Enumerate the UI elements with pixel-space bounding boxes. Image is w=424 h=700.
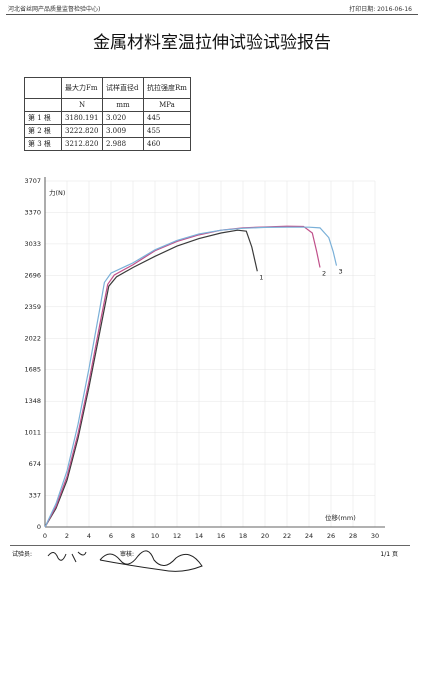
y-tick-label: 2696: [24, 271, 41, 279]
x-tick-label: 16: [217, 532, 225, 540]
cell: 第 3 根: [24, 137, 62, 151]
y-tick-label: 3370: [24, 208, 41, 216]
print-date: 打印日期: 2016-06-16: [349, 6, 412, 13]
y-tick-label: 337: [29, 492, 41, 500]
y-tick-label: 674: [29, 460, 41, 468]
y-tick-label: 3033: [24, 240, 41, 248]
x-tick-label: 14: [195, 532, 203, 540]
results-table: 最大力Fm 试样直径d 抗拉强度Rm N mm MPa 第 1 根 3180.19…: [24, 77, 191, 151]
org-name: 河北省丝网产品质量监督检验中心): [8, 6, 101, 13]
y-axis-label: 力(N): [49, 188, 65, 197]
cell: 2.988: [102, 137, 144, 151]
footer-rule: [10, 545, 410, 546]
x-tick-label: 6: [109, 532, 113, 540]
curve: [44, 229, 258, 528]
curve-label: 1: [259, 273, 263, 281]
x-tick-label: 12: [173, 532, 181, 540]
x-axis-label: 位移(mm): [325, 513, 356, 522]
y-tick-label: 1685: [24, 366, 41, 374]
x-tick-label: 30: [371, 532, 379, 540]
curve: [44, 225, 321, 528]
y-tick-label: 0: [37, 523, 41, 531]
cell: 460: [143, 137, 191, 151]
y-tick-label: 3707: [24, 177, 41, 185]
cell: 3212.820: [61, 137, 103, 151]
x-tick-label: 10: [151, 532, 159, 540]
signature: [99, 550, 203, 572]
report-title: 金属材料室温拉伸试验试验报告: [93, 33, 331, 53]
page-number: 1/1 页: [380, 551, 398, 558]
curve-label: 3: [339, 268, 343, 276]
header-rule: [6, 14, 418, 15]
y-tick-label: 2359: [24, 303, 41, 311]
x-tick-label: 24: [305, 532, 313, 540]
y-tick-label: 1348: [24, 397, 41, 405]
x-tick-label: 28: [349, 532, 357, 540]
curve-label: 2: [322, 270, 326, 278]
x-tick-label: 22: [283, 532, 291, 540]
tester-label: 试验员:: [12, 551, 33, 558]
x-tick-label: 8: [131, 532, 135, 540]
x-tick-label: 2: [65, 532, 69, 540]
x-tick-label: 0: [43, 532, 47, 540]
signature: [47, 551, 87, 563]
x-tick-label: 26: [327, 532, 335, 540]
x-tick-label: 4: [87, 532, 91, 540]
x-tick-label: 18: [239, 532, 247, 540]
y-tick-label: 1011: [24, 429, 41, 437]
curve: [44, 226, 338, 528]
x-tick-label: 20: [261, 532, 269, 540]
y-tick-label: 2022: [24, 334, 41, 342]
reviewer-label: 审核:: [120, 551, 135, 558]
